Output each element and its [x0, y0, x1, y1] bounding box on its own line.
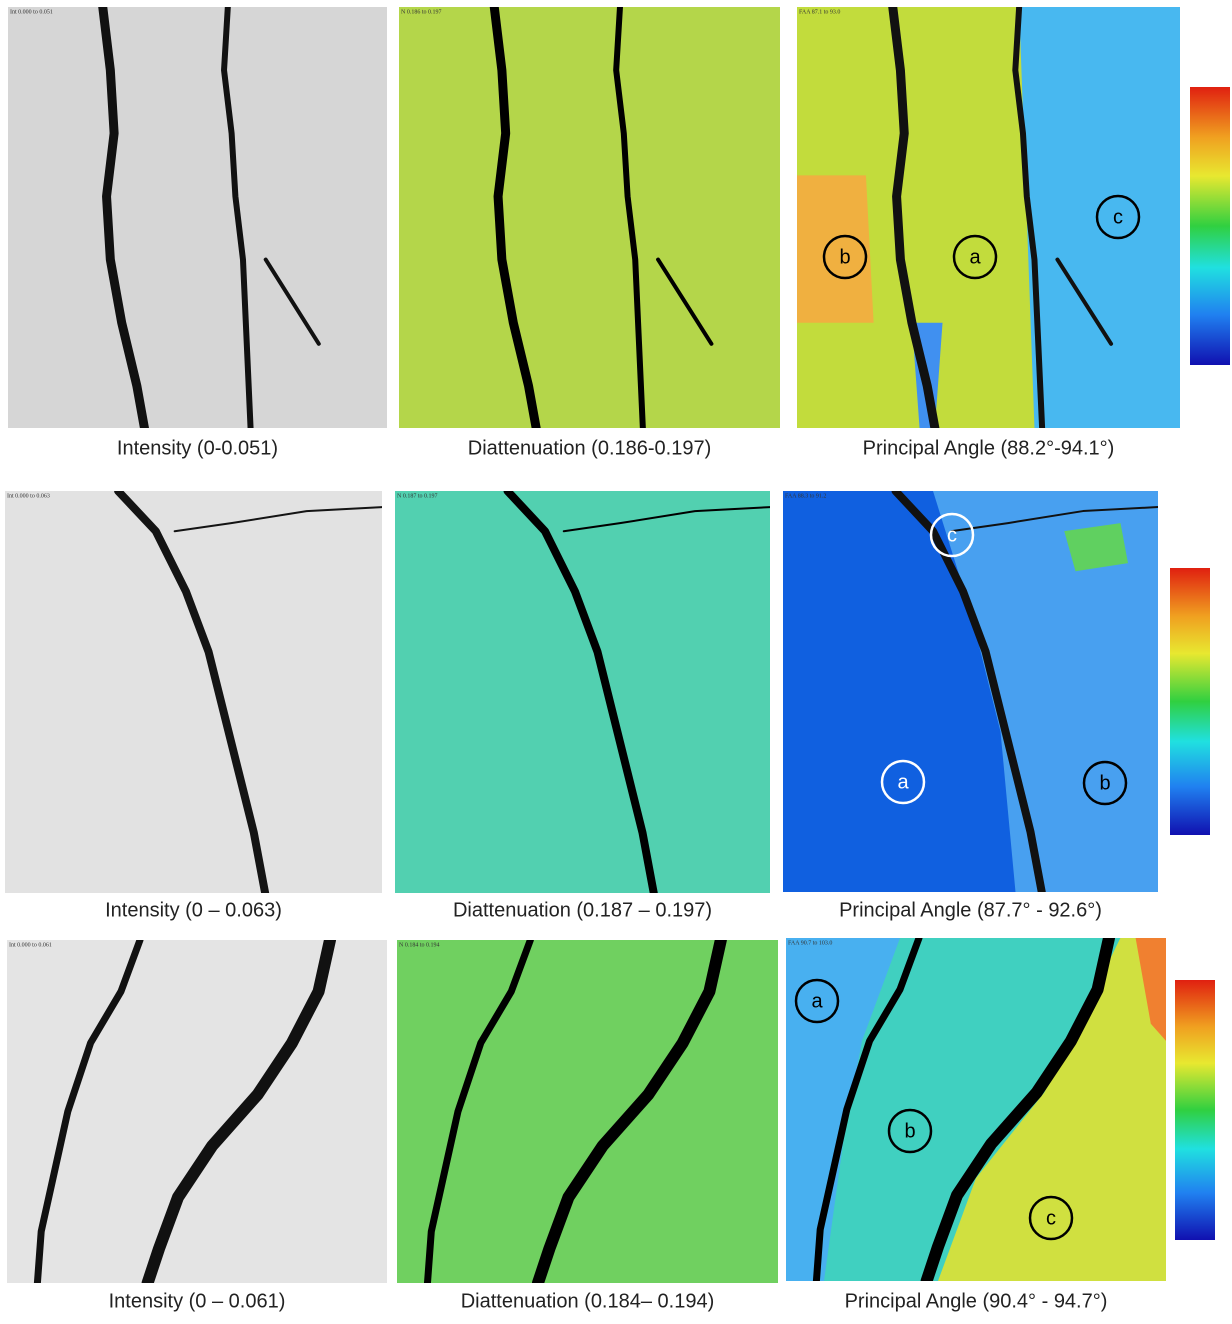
panel-caption: Diattenuation (0.184– 0.194) [461, 1290, 715, 1312]
panel-header: N 0.186 to 0.197 [401, 9, 442, 15]
image-panel [786, 938, 1166, 1281]
panel-background [399, 7, 780, 428]
panel-caption: Intensity (0-0.051) [117, 437, 278, 459]
panel-caption: Diattenuation (0.187 – 0.197) [453, 899, 712, 921]
panel-background [8, 7, 387, 428]
panel-header: Int 0.000 to 0.061 [9, 942, 52, 948]
region-label: b [839, 246, 850, 268]
colorbar [1190, 87, 1230, 365]
panel-header: FAA 90.7 to 103.0 [788, 940, 832, 946]
region-label: c [1046, 1207, 1056, 1229]
image-panel [7, 940, 387, 1283]
image-panel [395, 491, 770, 893]
region-label: a [811, 990, 823, 1012]
region-label: a [969, 246, 981, 268]
panel-background [7, 940, 387, 1283]
panel-caption: Principal Angle (87.7° - 92.6°) [839, 899, 1102, 921]
panel-caption: Diattenuation (0.186-0.197) [468, 437, 712, 459]
image-panel [399, 7, 780, 428]
panel-header: Int 0.000 to 0.063 [7, 493, 50, 499]
region-label: b [904, 1120, 915, 1142]
image-panel [8, 7, 387, 428]
panel-caption: Principal Angle (90.4° - 94.7°) [845, 1290, 1108, 1312]
region [797, 175, 874, 322]
panel-background [5, 491, 382, 893]
image-panel [397, 940, 778, 1283]
region-label: a [897, 771, 909, 793]
panel-header: FAA 88.3 to 91.2 [785, 493, 826, 499]
colorbar [1170, 568, 1210, 835]
region-label: c [1113, 206, 1123, 228]
panel-caption: Intensity (0 – 0.061) [109, 1290, 286, 1312]
panel-background [395, 491, 770, 893]
region [1019, 7, 1180, 428]
figure: Int 0.000 to 0.051 Intensity (0-0.051) N 0… [0, 0, 1232, 1319]
panel-header: N 0.187 to 0.197 [397, 493, 438, 499]
panel-header: Int 0.000 to 0.051 [10, 9, 53, 15]
colorbar [1175, 980, 1215, 1240]
image-panel [783, 491, 1158, 892]
region-label: c [947, 524, 957, 546]
region-label: b [1099, 772, 1110, 794]
region [1064, 523, 1128, 571]
panel-header: N 0.184 to 0.194 [399, 942, 440, 948]
panel-header: FAA 87.1 to 93.0 [799, 9, 840, 15]
image-panel [5, 491, 382, 893]
panel-caption: Principal Angle (88.2°-94.1°) [863, 437, 1115, 459]
panel-background [397, 940, 778, 1283]
panel-caption: Intensity (0 – 0.063) [105, 899, 282, 921]
